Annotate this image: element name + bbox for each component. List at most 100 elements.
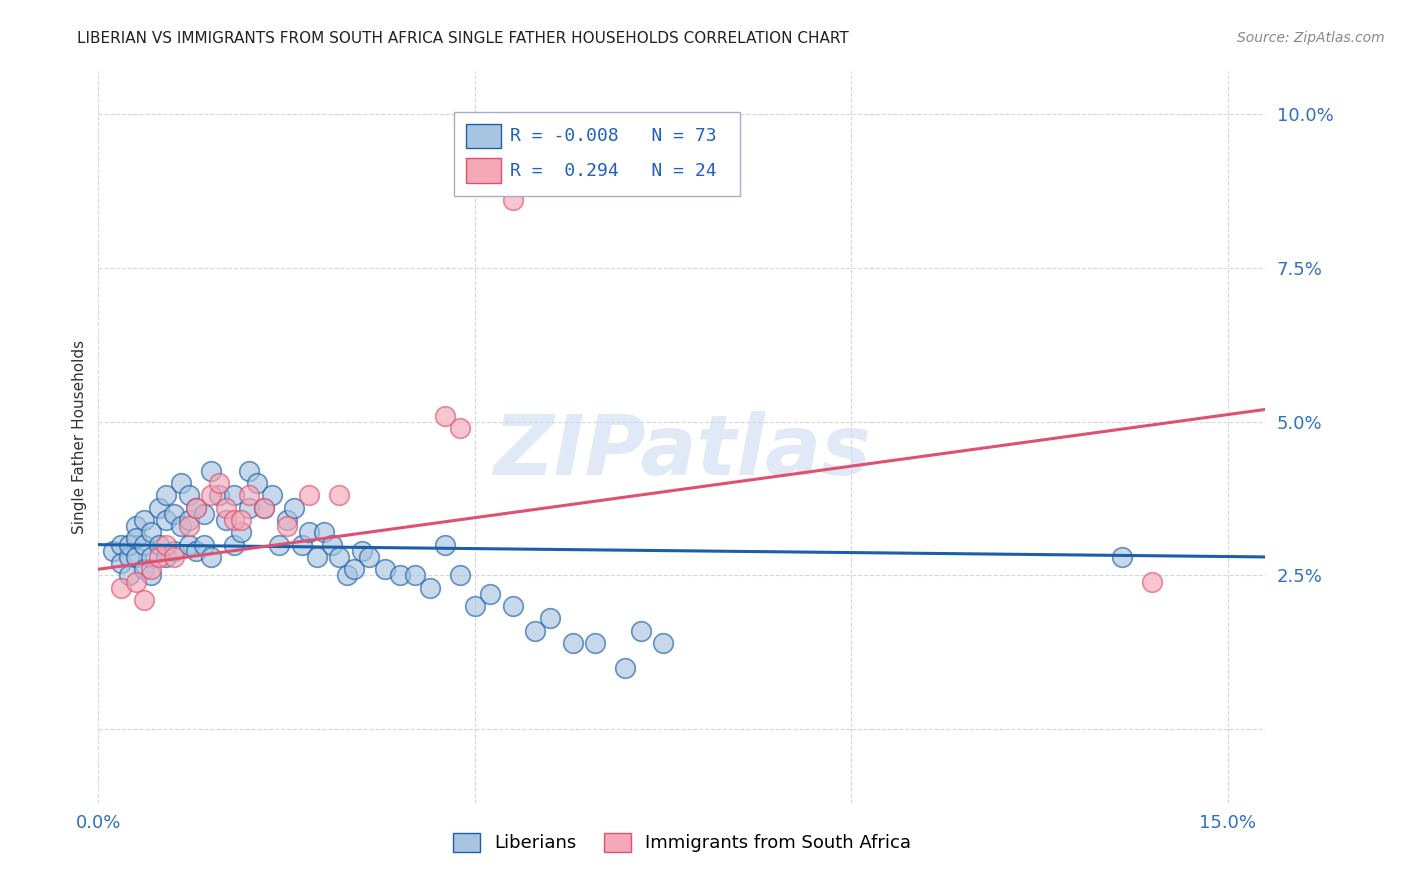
Point [502, 599, 524, 613]
Point [139, 568, 162, 582]
Point [373, 562, 395, 576]
Point [328, 549, 350, 564]
Point [388, 568, 411, 582]
Point [464, 599, 486, 613]
Point [449, 421, 471, 435]
Point [177, 513, 200, 527]
Legend: Liberians, Immigrants from South Africa: Liberians, Immigrants from South Africa [446, 826, 918, 860]
Point [170, 476, 193, 491]
Point [193, 538, 215, 552]
Point [538, 169, 561, 183]
Point [110, 538, 132, 552]
Point [433, 538, 456, 552]
Point [245, 476, 267, 491]
Point [269, 538, 291, 552]
Point [231, 513, 253, 527]
Point [449, 568, 471, 582]
Point [283, 500, 305, 515]
Point [117, 538, 139, 552]
Point [630, 624, 652, 638]
Point [125, 532, 148, 546]
Point [163, 507, 186, 521]
Point [148, 538, 170, 552]
Point [125, 574, 148, 589]
Point [652, 636, 675, 650]
Point [419, 581, 441, 595]
Point [238, 464, 260, 478]
Point [125, 549, 148, 564]
Point [253, 500, 276, 515]
Point [222, 538, 245, 552]
Point [155, 549, 177, 564]
Point [155, 538, 177, 552]
Point [103, 543, 125, 558]
Point [139, 549, 162, 564]
Point [139, 525, 162, 540]
FancyBboxPatch shape [465, 159, 501, 183]
Text: LIBERIAN VS IMMIGRANTS FROM SOUTH AFRICA SINGLE FATHER HOUSEHOLDS CORRELATION CH: LIBERIAN VS IMMIGRANTS FROM SOUTH AFRICA… [77, 31, 849, 46]
Text: R = -0.008   N = 73: R = -0.008 N = 73 [510, 127, 717, 145]
Point [200, 488, 222, 502]
Point [215, 500, 238, 515]
Point [155, 488, 177, 502]
Point [538, 611, 561, 625]
Point [117, 549, 139, 564]
FancyBboxPatch shape [465, 124, 501, 148]
Point [276, 513, 298, 527]
Point [186, 500, 208, 515]
Point [298, 488, 321, 502]
Point [117, 568, 139, 582]
Point [343, 562, 366, 576]
Text: R =  0.294   N = 24: R = 0.294 N = 24 [510, 161, 717, 180]
Point [614, 660, 637, 674]
Point [253, 500, 276, 515]
Point [163, 549, 186, 564]
Point [177, 488, 200, 502]
Point [524, 624, 547, 638]
Point [186, 500, 208, 515]
Point [110, 581, 132, 595]
Point [328, 488, 350, 502]
FancyBboxPatch shape [454, 112, 741, 195]
Point [125, 519, 148, 533]
Point [260, 488, 283, 502]
Point [404, 568, 426, 582]
Point [433, 409, 456, 423]
Point [222, 488, 245, 502]
Point [1142, 574, 1164, 589]
Point [238, 500, 260, 515]
Point [298, 525, 321, 540]
Point [139, 562, 162, 576]
Point [336, 568, 359, 582]
Text: Source: ZipAtlas.com: Source: ZipAtlas.com [1237, 31, 1385, 45]
Point [321, 538, 343, 552]
Point [215, 513, 238, 527]
Point [238, 488, 260, 502]
Point [208, 488, 231, 502]
Point [305, 549, 328, 564]
Point [478, 587, 501, 601]
Point [276, 519, 298, 533]
Point [583, 636, 606, 650]
Point [359, 549, 381, 564]
Point [350, 543, 373, 558]
Point [132, 593, 155, 607]
Point [193, 507, 215, 521]
Point [502, 194, 524, 208]
Point [155, 513, 177, 527]
Point [186, 543, 208, 558]
Point [1111, 549, 1133, 564]
Point [200, 549, 222, 564]
Point [148, 549, 170, 564]
Point [163, 543, 186, 558]
Point [208, 476, 231, 491]
Text: ZIPatlas: ZIPatlas [494, 411, 870, 492]
Point [177, 538, 200, 552]
Point [314, 525, 336, 540]
Point [231, 525, 253, 540]
Point [177, 519, 200, 533]
Point [291, 538, 314, 552]
Y-axis label: Single Father Households: Single Father Households [72, 340, 87, 534]
Point [132, 562, 155, 576]
Point [110, 556, 132, 570]
